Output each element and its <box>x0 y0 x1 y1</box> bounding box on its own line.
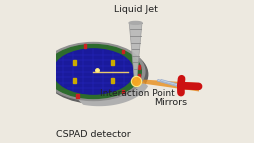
Bar <box>73 60 76 65</box>
Text: Mirrors: Mirrors <box>154 98 187 107</box>
Ellipse shape <box>42 42 145 101</box>
Bar <box>122 90 124 93</box>
Point <box>134 80 138 82</box>
Polygon shape <box>96 61 136 83</box>
Ellipse shape <box>45 45 141 98</box>
Polygon shape <box>56 66 136 83</box>
Bar <box>138 74 140 78</box>
Polygon shape <box>129 23 142 80</box>
Bar <box>138 65 140 69</box>
Text: CSPAD detector: CSPAD detector <box>56 130 131 139</box>
Bar <box>111 78 114 83</box>
Text: Liquid Jet: Liquid Jet <box>114 5 158 14</box>
Bar <box>111 60 114 65</box>
Polygon shape <box>157 80 178 86</box>
Polygon shape <box>161 80 181 86</box>
Ellipse shape <box>53 49 134 94</box>
Bar <box>73 78 76 83</box>
Ellipse shape <box>129 21 142 24</box>
Polygon shape <box>136 79 201 92</box>
Bar <box>84 44 86 48</box>
Bar <box>76 94 78 98</box>
Text: Interaction Point: Interaction Point <box>100 89 175 98</box>
Bar <box>122 50 124 53</box>
Bar <box>49 79 51 82</box>
Bar <box>49 61 51 64</box>
Polygon shape <box>77 81 148 106</box>
Ellipse shape <box>45 45 148 103</box>
